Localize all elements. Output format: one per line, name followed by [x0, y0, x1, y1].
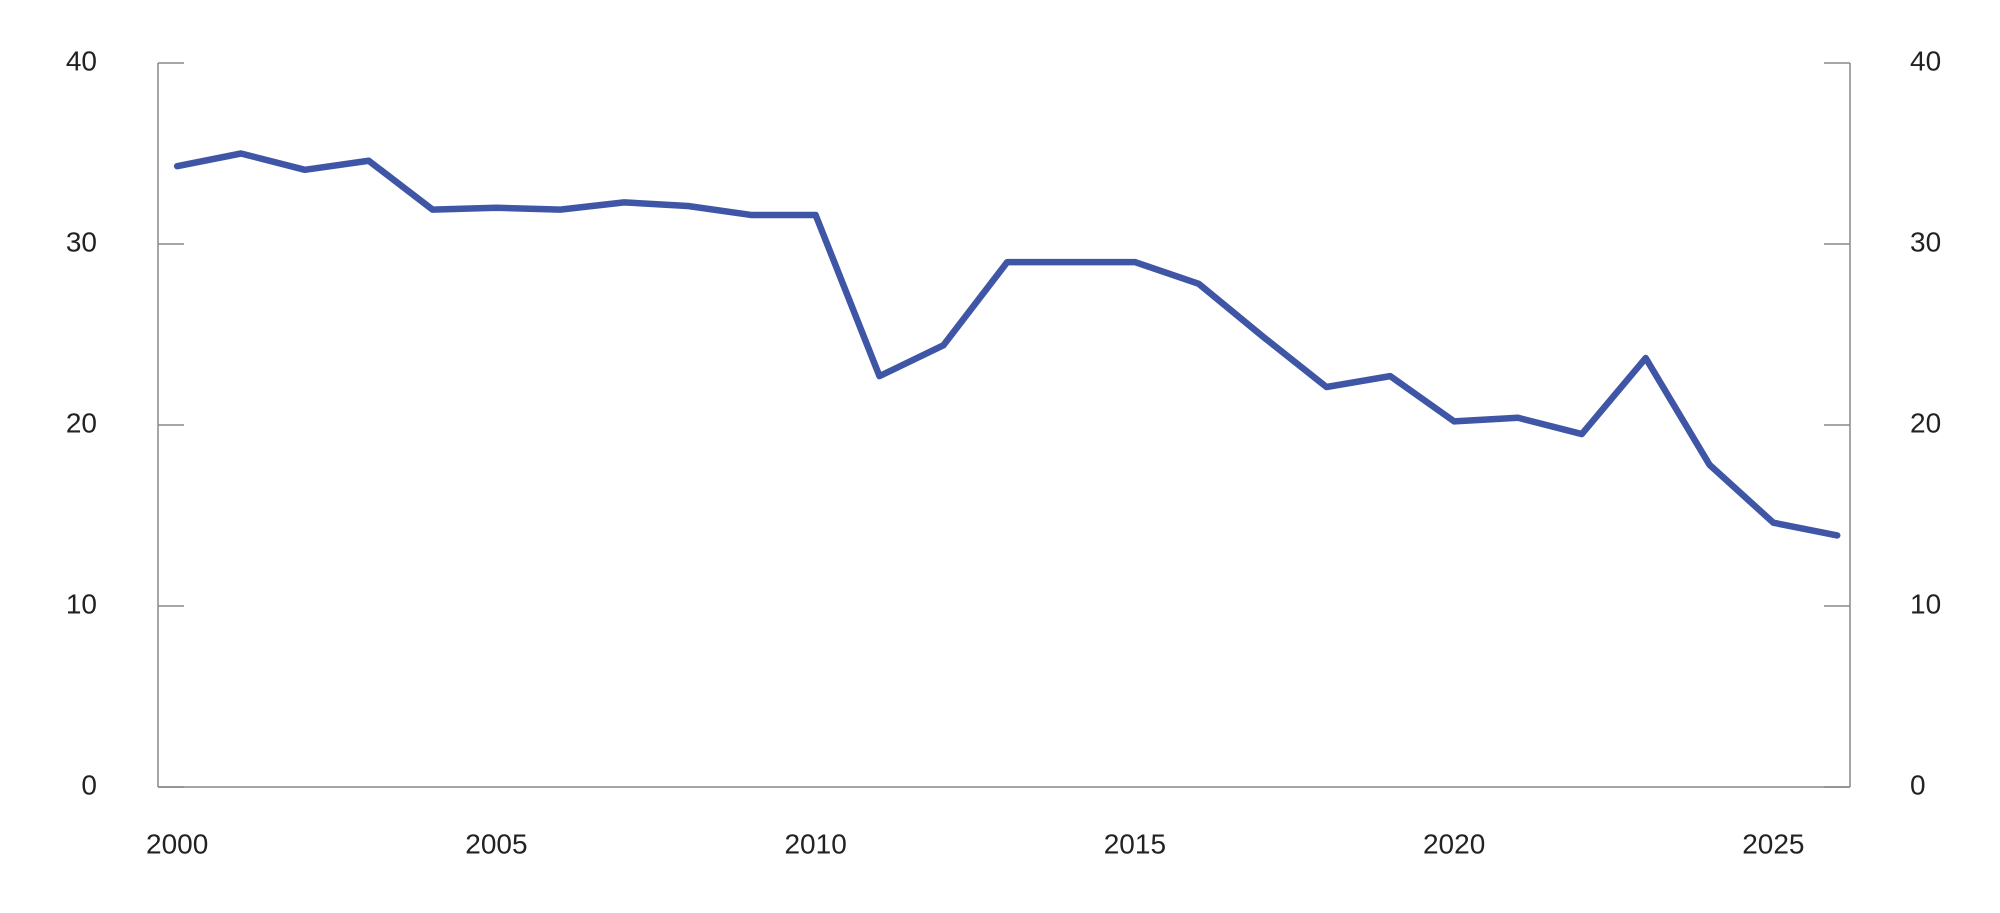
y2-tick-label: 0	[1910, 769, 1926, 800]
x-tick-label: 2005	[465, 828, 527, 859]
y-tick-label: 0	[81, 769, 97, 800]
y-tick-label: 30	[66, 226, 97, 257]
y-tick-label: 10	[66, 588, 97, 619]
x-tick-label: 2020	[1423, 828, 1485, 859]
y2-tick-label: 10	[1910, 588, 1941, 619]
y-tick-label: 40	[66, 45, 97, 76]
x-tick-label: 2010	[784, 828, 846, 859]
x-tick-label: 2025	[1742, 828, 1804, 859]
y2-tick-label: 20	[1910, 407, 1941, 438]
x-tick-label: 2015	[1104, 828, 1166, 859]
y2-tick-label: 40	[1910, 45, 1941, 76]
y2-tick-label: 30	[1910, 226, 1941, 257]
y-tick-label: 20	[66, 407, 97, 438]
x-tick-label: 2000	[146, 828, 208, 859]
data-line	[173, 150, 1841, 539]
